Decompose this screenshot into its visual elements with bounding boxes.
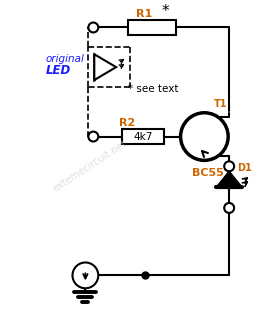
Text: extemecircuit.net: extemecircuit.net [51,139,129,194]
Text: *: * [162,4,169,19]
Bar [128,20,176,36]
Circle shape [88,22,98,32]
Text: original: original [46,54,84,64]
Text: BC557: BC557 [192,168,231,178]
Polygon shape [216,171,242,187]
Polygon shape [94,54,116,80]
Text: R1: R1 [136,9,152,19]
Circle shape [224,203,234,213]
Text: R2: R2 [119,118,135,128]
Text: LED: LED [46,64,71,76]
Bar [122,129,164,144]
Text: 4k7: 4k7 [133,132,153,141]
Text: D1: D1 [237,163,252,173]
Circle shape [88,132,98,141]
Circle shape [73,262,98,288]
Text: T1: T1 [214,99,227,109]
Text: * see text: * see text [128,84,179,94]
Circle shape [181,113,228,160]
Circle shape [224,161,234,171]
